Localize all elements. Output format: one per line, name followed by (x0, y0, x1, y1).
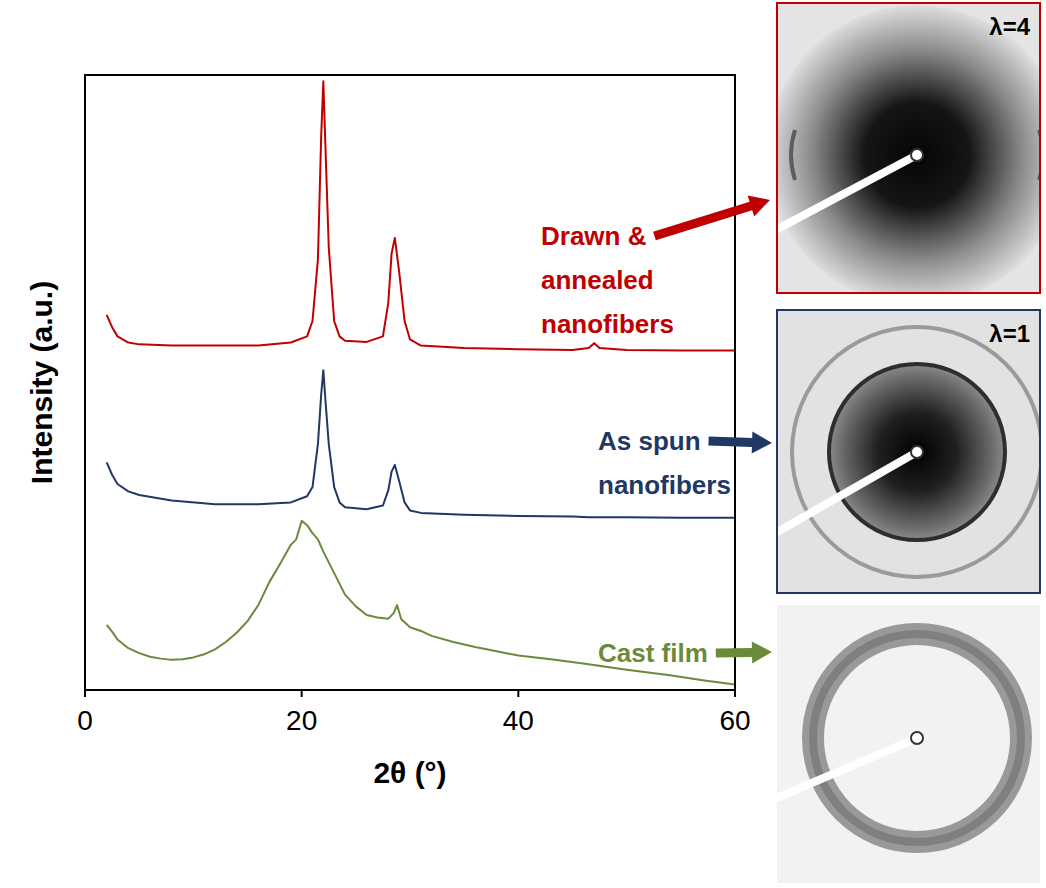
xrd-line (107, 370, 735, 518)
panel-border (777, 3, 1040, 293)
image-ground (777, 310, 1040, 593)
diffuse-scatter (777, 5, 1040, 293)
beam-center (911, 732, 923, 744)
pointer-arrow (653, 195, 770, 240)
beam-stop (777, 738, 917, 800)
pointer-arrow (716, 641, 772, 663)
amorphous-halo (813, 634, 1021, 842)
beam-center (911, 149, 923, 161)
x-tick (301, 690, 303, 697)
y-axis-title: Intensity (a.u.) (25, 281, 58, 484)
series-label: Cast film (598, 638, 708, 668)
inner-ring (829, 364, 1005, 540)
x-tick (517, 690, 519, 697)
x-tick-label: 40 (503, 705, 534, 736)
x-tick-label: 60 (719, 705, 750, 736)
central-scatter (829, 364, 1005, 540)
series-label-line: annealed (541, 265, 654, 295)
x-axis-title: 2θ (°) (373, 756, 446, 789)
series-group (107, 81, 735, 684)
diffraction-image (777, 3, 1040, 293)
panel-border (777, 310, 1040, 593)
series-label-line: nanofibers (598, 470, 731, 500)
pointer-arrow (708, 431, 772, 453)
xrd-line (107, 521, 735, 685)
x-tick-label: 0 (77, 705, 93, 736)
equatorial-arc (791, 130, 795, 180)
plot-frame (85, 75, 735, 690)
x-tick-label: 20 (286, 705, 317, 736)
chart: 0 20 40 60 2θ (°) Intensity (a.u.) λ=4 λ=1 Drawn… (0, 0, 1046, 888)
series-label-line: As spun (598, 426, 701, 456)
xrd-line (107, 81, 735, 350)
amorphous-halo-core (813, 634, 1021, 842)
series-label-line: Drawn & (541, 221, 646, 251)
beam-center (911, 446, 923, 458)
draw-ratio-label: λ=4 (989, 13, 1030, 40)
x-tick (84, 690, 86, 697)
x-tick (734, 690, 736, 697)
outer-ring (792, 327, 1040, 577)
series-label-line: nanofibers (541, 309, 674, 339)
diffraction-image (777, 310, 1040, 593)
beam-stop (777, 452, 917, 535)
diffraction-image (777, 605, 1040, 883)
series-label-line: Cast film (598, 638, 708, 668)
beam-stop (777, 155, 917, 232)
series-label: Drawn & annealed nanofibers (541, 221, 674, 339)
draw-ratio-label: λ=1 (989, 320, 1030, 347)
